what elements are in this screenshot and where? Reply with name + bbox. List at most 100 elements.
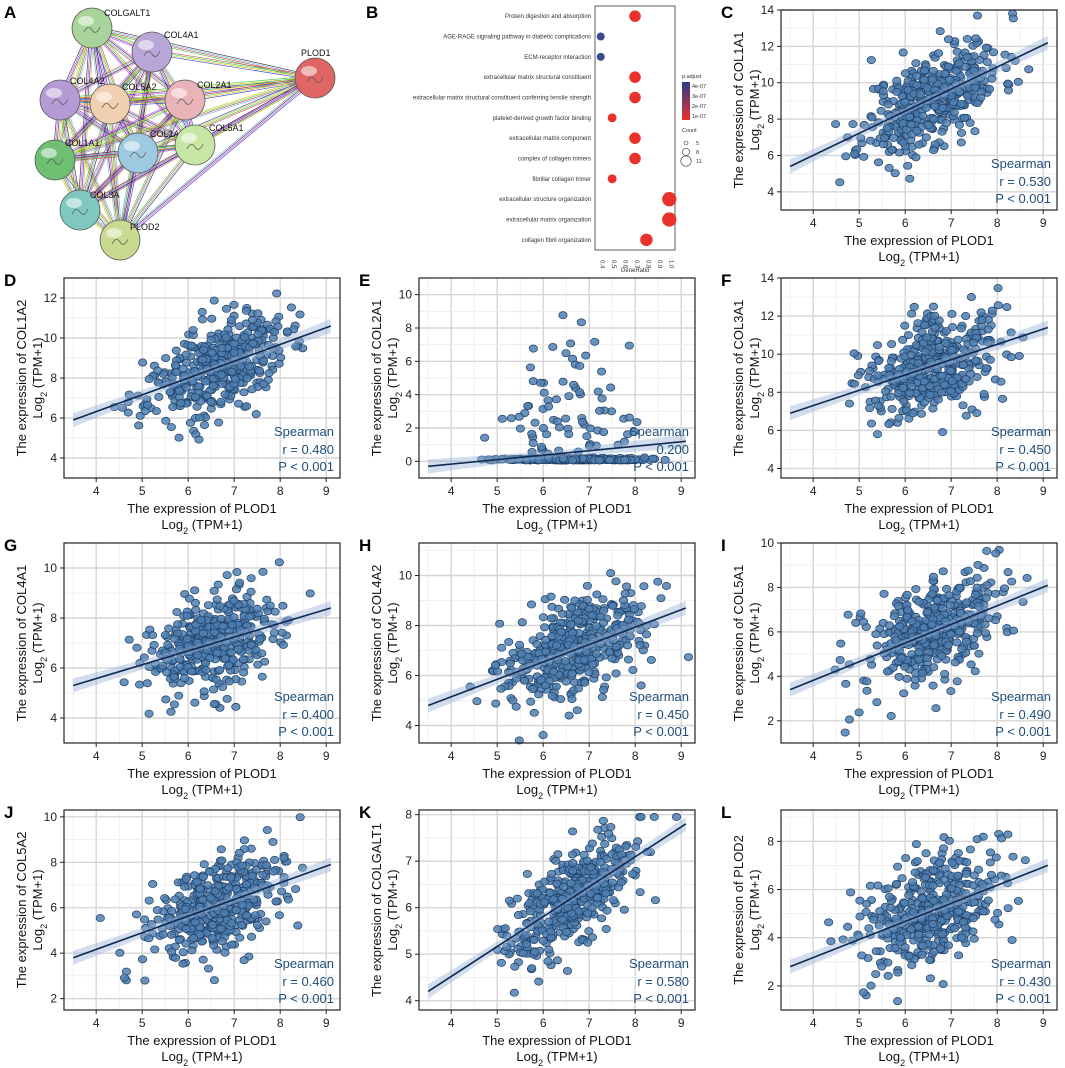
network-edge: [92, 25, 316, 77]
node-label: COLGALT1: [104, 8, 150, 18]
data-point: [231, 585, 241, 594]
data-point: [954, 627, 964, 636]
network-edge: [80, 145, 196, 211]
spearman-r: r = 0.450: [999, 442, 1051, 457]
data-point: [568, 866, 578, 875]
data-point: [884, 164, 894, 172]
data-point: [506, 414, 516, 423]
data-point: [605, 456, 615, 465]
data-point: [186, 341, 197, 350]
data-point: [943, 62, 954, 71]
data-point: [597, 914, 607, 923]
data-point: [161, 695, 171, 704]
data-point: [223, 864, 233, 873]
y-axis-title: The expression of COL5A2: [14, 832, 29, 989]
x-tick-label: 7: [231, 1016, 238, 1030]
legend-padj-label: 4e-07: [692, 84, 706, 90]
data-point: [514, 736, 524, 745]
y-axis-unit: Log2 (TPM+1): [30, 869, 49, 950]
data-point: [911, 59, 921, 68]
data-point: [235, 578, 245, 587]
data-point: [592, 590, 602, 599]
spearman-r: r = 0.580: [637, 974, 689, 989]
data-point: [176, 398, 186, 407]
data-point: [948, 323, 958, 332]
data-point: [990, 589, 1001, 598]
data-point: [872, 698, 882, 707]
data-point: [566, 339, 576, 348]
scatter-points: [830, 545, 1032, 737]
data-point: [584, 604, 594, 613]
data-point: [229, 339, 239, 348]
data-point: [1003, 830, 1013, 839]
data-point: [530, 418, 540, 427]
data-point: [991, 853, 1001, 862]
data-point: [611, 577, 621, 586]
network-edge: [184, 76, 315, 100]
data-point: [557, 915, 567, 924]
data-point: [954, 951, 964, 960]
data-point: [566, 879, 576, 888]
data-point: [170, 634, 180, 643]
data-point: [982, 58, 992, 67]
y-axis-unit: Log2 (TPM+1): [747, 337, 766, 418]
data-point: [144, 934, 154, 943]
data-point: [943, 35, 954, 44]
data-point: [119, 973, 130, 982]
x-tick-label: 8: [994, 484, 1001, 498]
network-edge: [151, 53, 315, 81]
data-point: [291, 885, 301, 893]
node-highlight: [46, 88, 62, 98]
data-point: [926, 357, 936, 366]
y-tick-label: 8: [405, 808, 412, 822]
data-point: [599, 428, 609, 436]
network-node: COL5A2: [89, 82, 157, 125]
data-point: [132, 643, 142, 652]
data-point: [182, 611, 192, 620]
data-point: [910, 868, 920, 877]
panel-letter: K: [359, 803, 372, 822]
data-point: [153, 915, 163, 924]
data-point: [213, 580, 223, 589]
node-structure-glyph: [306, 76, 324, 83]
x-axis-title: The expression of PLOD1: [482, 501, 632, 516]
panel-i-scatter-col5a1: I 4 5 6 7 8 9 2 4 6 8 10 The expression of PLOD1 Log2…: [717, 533, 1065, 801]
data-point: [618, 596, 629, 605]
x-axis-unit: Log2 (TPM+1): [878, 782, 959, 801]
data-point: [123, 408, 133, 417]
data-point: [1008, 14, 1018, 23]
data-point: [940, 864, 950, 873]
go-x-tick-label: 1.0: [667, 260, 673, 269]
data-point: [881, 387, 891, 396]
y-tick-label: 10: [44, 810, 58, 824]
data-point: [551, 395, 561, 404]
go-term-label: extracellular matrix component: [509, 136, 591, 142]
data-point: [958, 401, 968, 410]
data-point: [95, 914, 105, 923]
data-point: [276, 353, 286, 362]
go-dot: [662, 212, 677, 227]
data-point: [929, 641, 939, 650]
data-point: [1003, 86, 1013, 95]
data-point: [560, 657, 570, 666]
data-point: [900, 943, 910, 952]
scatter-points: [119, 558, 315, 718]
data-point: [904, 891, 914, 900]
data-point: [849, 379, 859, 388]
data-point: [844, 399, 854, 408]
data-point: [1008, 626, 1019, 635]
x-tick-label: 5: [494, 484, 501, 498]
data-point: [572, 883, 582, 892]
data-point: [882, 667, 893, 676]
go-x-tick-label: 0.4: [599, 260, 605, 269]
data-point: [928, 302, 939, 311]
data-point: [966, 369, 976, 378]
data-point: [841, 152, 851, 161]
data-point: [965, 845, 975, 854]
p-value: P < 0.001: [633, 991, 689, 1006]
data-point: [584, 668, 594, 677]
data-point: [894, 414, 904, 422]
data-point: [567, 456, 578, 465]
y-tick-label: 4: [405, 994, 412, 1008]
go-x-tick-label: 0.8: [644, 260, 650, 269]
